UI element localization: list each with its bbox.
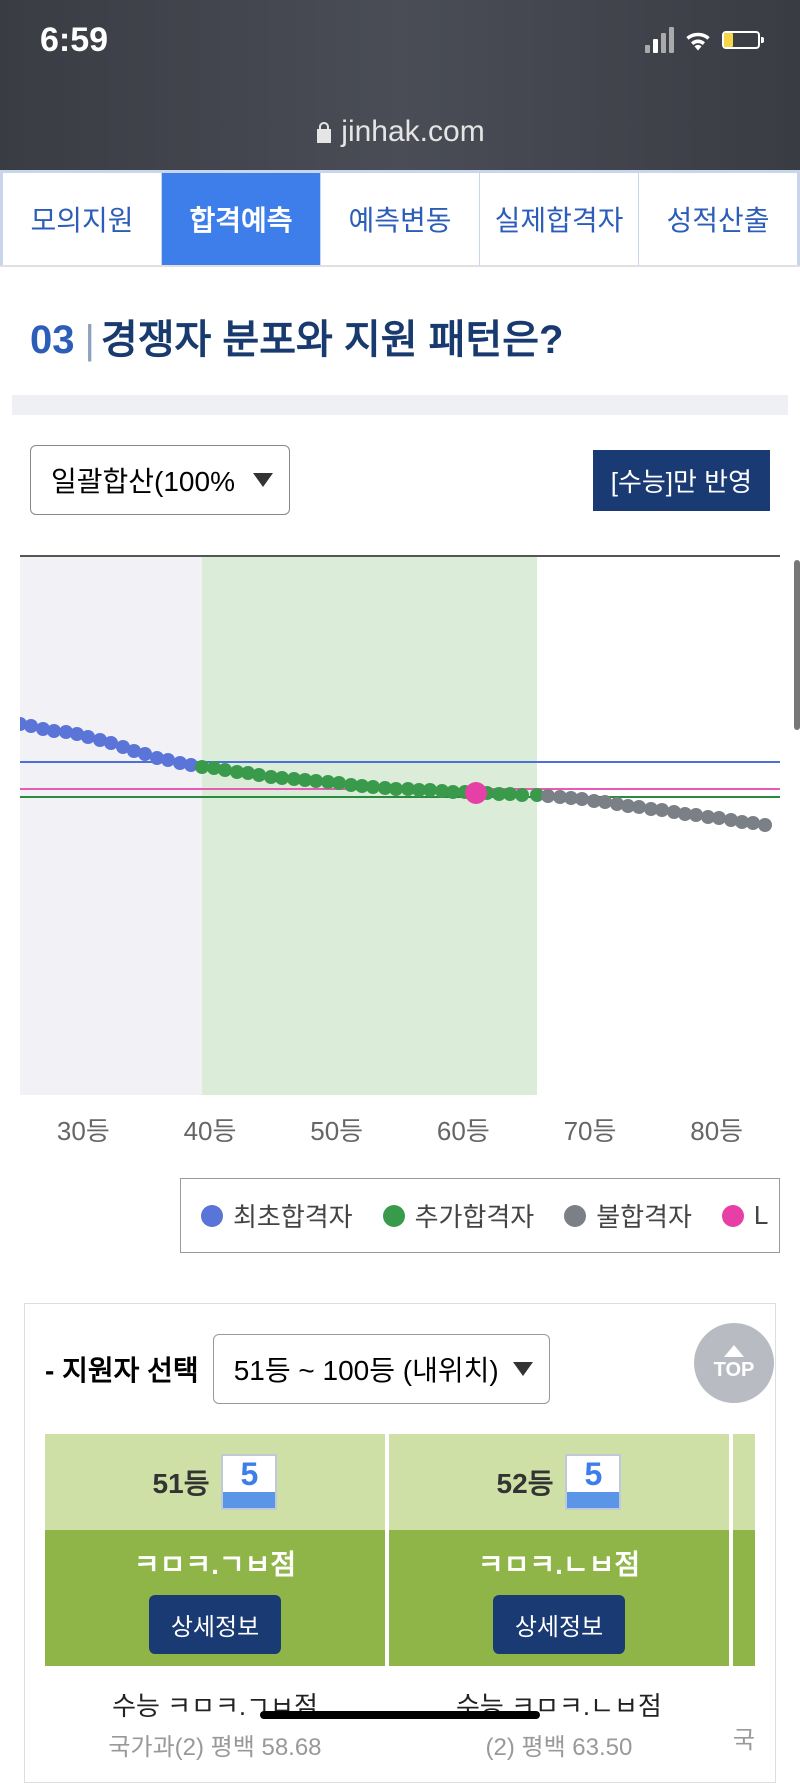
detail-button[interactable]: 상세정보 <box>493 1595 625 1654</box>
card-rank: 51등 <box>153 1462 210 1502</box>
filter-row: 일괄합산(100% [수능]만 반영 <box>0 445 800 535</box>
below-col: 수능 ㅋㅁㅋ.ㄴㅂ점 (2) 평백 63.50 <box>389 1686 729 1762</box>
card-head: 52등 5 <box>389 1434 729 1530</box>
status-icons <box>645 27 760 53</box>
x-tick: 80등 <box>653 1111 780 1148</box>
legend-additional: 추가합격자 <box>383 1197 535 1234</box>
tab-score[interactable]: 성적산출 <box>639 170 800 265</box>
card-body: ㅋㅁㅋ.ㄱㅂ점 상세정보 <box>45 1530 385 1666</box>
applicant-range-select[interactable]: 51등 ~ 100등 (내위치) <box>213 1334 550 1404</box>
signal-icon <box>645 27 674 53</box>
x-tick: 50등 <box>273 1111 400 1148</box>
scrollbar[interactable] <box>794 560 800 730</box>
applicant-card: 51등 5 ㅋㅁㅋ.ㄱㅂ점 상세정보 <box>45 1434 385 1666</box>
section-heading: 경쟁자 분포와 지원 패턴은? <box>101 318 564 362</box>
applicant-cards: 51등 5 ㅋㅁㅋ.ㄱㅂ점 상세정보 52등 5 ㅋㅁㅋ.ㄴㅂ점 상세정보 <box>45 1434 755 1666</box>
status-bar: 6:59 <box>0 0 800 110</box>
card-body: ㅋㅁㅋ.ㄴㅂ점 상세정보 <box>389 1530 729 1666</box>
card-rank: 52등 <box>497 1462 554 1502</box>
chart: 30등 40등 50등 60등 70등 80등 <box>20 555 780 1148</box>
section-num: 03 <box>30 318 75 362</box>
applicant-card: 52등 5 ㅋㅁㅋ.ㄴㅂ점 상세정보 <box>389 1434 729 1666</box>
chart-dots <box>20 557 780 1095</box>
tab-actual[interactable]: 실제합격자 <box>480 170 639 265</box>
legend-me: L <box>722 1200 768 1231</box>
applicant-select-row: - 지원자 선택 51등 ~ 100등 (내위치) <box>45 1334 755 1404</box>
applicant-card-edge <box>733 1434 755 1666</box>
detail-button[interactable]: 상세정보 <box>149 1595 281 1654</box>
x-tick: 30등 <box>20 1111 147 1148</box>
url-domain: jinhak.com <box>341 115 484 149</box>
scroll-top-button[interactable]: TOP <box>694 1323 774 1403</box>
status-time: 6:59 <box>40 21 108 60</box>
calc-method-select[interactable]: 일괄합산(100% <box>30 445 290 515</box>
legend-fail: 불합격자 <box>564 1197 692 1234</box>
below-col: 수능 ㅋㅁㅋ.ㄱㅂ점 국가과(2) 평백 58.68 <box>45 1686 385 1762</box>
wifi-icon <box>684 29 712 51</box>
tab-predict[interactable]: 합격예측 <box>162 170 321 265</box>
chart-legend: 최초합격자 추가합격자 불합격자 L <box>180 1178 780 1253</box>
home-indicator[interactable] <box>260 1711 540 1719</box>
tab-mock[interactable]: 모의지원 <box>0 170 162 265</box>
card-score: ㅋㅁㅋ.ㄴㅂ점 <box>478 1543 640 1583</box>
chart-area[interactable] <box>20 555 780 1095</box>
legend-initial: 최초합격자 <box>201 1197 353 1234</box>
url-bar[interactable]: jinhak.com <box>0 110 800 170</box>
x-tick: 60등 <box>400 1111 527 1148</box>
x-tick: 70등 <box>527 1111 654 1148</box>
grade-chip: 5 <box>565 1454 621 1510</box>
section-title: 03|경쟁자 분포와 지원 패턴은? <box>0 267 800 395</box>
applicant-label: - 지원자 선택 <box>45 1349 199 1389</box>
tabs: 모의지원 합격예측 예측변동 실제합격자 성적산출 <box>0 170 800 267</box>
battery-icon <box>722 31 760 49</box>
divider-band <box>12 395 788 415</box>
lock-icon <box>315 121 333 143</box>
grade-chip: 5 <box>221 1454 277 1510</box>
card-score: ㅋㅁㅋ.ㄱㅂ점 <box>134 1543 296 1583</box>
x-tick: 40등 <box>147 1111 274 1148</box>
chart-x-axis: 30등 40등 50등 60등 70등 80등 <box>20 1095 780 1148</box>
reflect-badge: [수능]만 반영 <box>593 450 770 511</box>
card-head: 51등 5 <box>45 1434 385 1530</box>
below-info: 수능 ㅋㅁㅋ.ㄱㅂ점 국가과(2) 평백 58.68 수능 ㅋㅁㅋ.ㄴㅂ점 (2… <box>45 1686 755 1762</box>
tab-change[interactable]: 예측변동 <box>321 170 480 265</box>
below-edge: 국 <box>733 1686 755 1762</box>
